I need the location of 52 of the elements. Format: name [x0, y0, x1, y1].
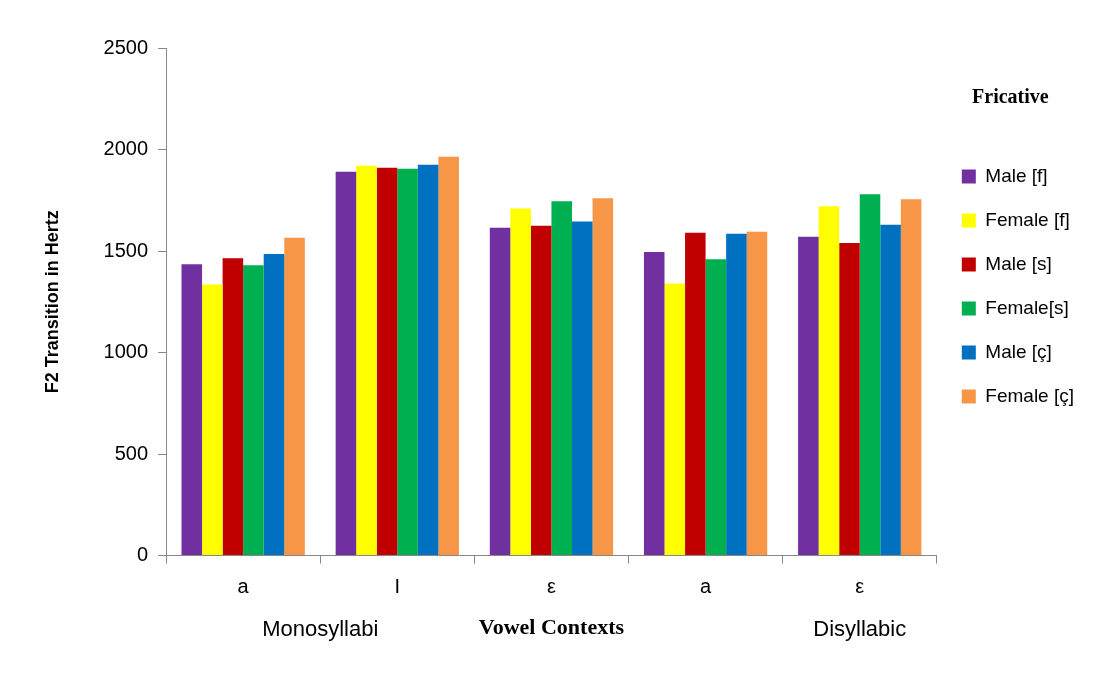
legend-label: Male [f]: [985, 164, 1048, 186]
bar: [397, 168, 418, 556]
x-tick-label: ε: [546, 575, 556, 598]
y-axis-title: F2 Transition in Hertz: [41, 210, 62, 394]
bar: [592, 198, 614, 556]
bar: [880, 224, 901, 556]
y-tick-label: 1500: [103, 238, 149, 261]
x-axis-title: Vowel Contexts: [478, 614, 625, 640]
bar: [798, 236, 819, 556]
legend-label: Male [s]: [985, 252, 1052, 274]
text: Monosyllabi: [262, 616, 379, 642]
x-tick-label: a: [700, 575, 713, 598]
bar: [643, 252, 665, 556]
bar: [551, 201, 572, 556]
bar: [664, 283, 686, 556]
bar: [859, 194, 881, 556]
bar: [685, 232, 706, 556]
bar: [356, 165, 377, 556]
bar: [222, 258, 244, 556]
bar: [818, 206, 840, 556]
bar: [572, 221, 593, 556]
bar: [510, 208, 531, 556]
bar: [417, 164, 439, 556]
bar: [489, 227, 511, 556]
bar: [263, 254, 285, 556]
bar: [202, 284, 223, 556]
text: Disyllabic: [813, 616, 907, 642]
bar: [746, 231, 768, 556]
legend-label: Female [f]: [985, 208, 1070, 230]
legend-label: Female [ç]: [985, 384, 1075, 406]
y-tick-label: 0: [136, 543, 149, 566]
x-tick-label: I: [394, 575, 401, 598]
x-tick-label: a: [237, 575, 250, 598]
bar: [335, 171, 357, 556]
bar: [376, 167, 398, 556]
bar: [705, 259, 727, 556]
legend-label: Male [ç]: [985, 340, 1052, 362]
bar: [243, 265, 264, 556]
legend-label: Female[s]: [985, 296, 1069, 318]
bar: [284, 237, 305, 556]
bar: [726, 233, 747, 556]
bar: [181, 264, 203, 556]
x-tick-label: ε: [855, 575, 865, 598]
bar: [900, 199, 922, 556]
legend-title: Fricative: [972, 85, 1049, 108]
bar: [530, 225, 552, 556]
bar: [438, 156, 459, 556]
y-tick-label: 1000: [103, 340, 149, 363]
bar: [839, 242, 860, 556]
y-tick-label: 500: [114, 441, 149, 464]
y-tick-label: 2000: [103, 137, 149, 160]
y-tick-label: 2500: [103, 35, 149, 58]
